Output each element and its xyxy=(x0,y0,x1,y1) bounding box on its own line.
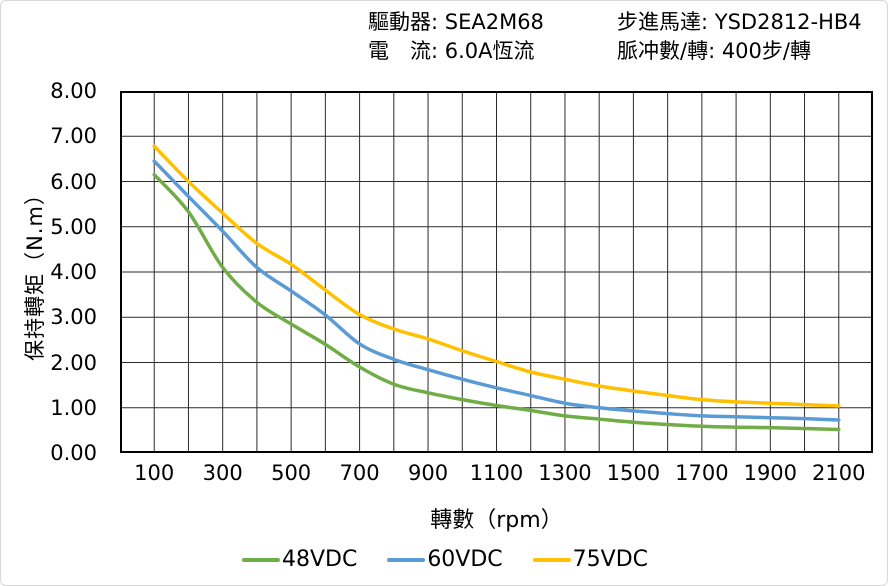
legend-item-75vdc: 75VDC xyxy=(532,547,649,572)
legend-label: 60VDC xyxy=(427,547,503,572)
y-tick-label: 1.00 xyxy=(50,395,97,420)
y-tick-label: 8.00 xyxy=(50,79,97,103)
x-tick-label: 1500 xyxy=(606,461,661,485)
x-tick-label: 1700 xyxy=(675,461,729,485)
x-tick-label: 700 xyxy=(339,461,380,485)
pulses-info: 脈冲數/轉: 400步/轉 xyxy=(617,39,811,63)
curve-48vdc xyxy=(152,172,841,432)
legend-label: 48VDC xyxy=(281,547,358,572)
y-tick-label: 3.00 xyxy=(50,305,97,330)
x-tick-label: 900 xyxy=(407,461,449,485)
y-tick-label: 5.00 xyxy=(50,214,97,239)
y-tick-label: 2.00 xyxy=(50,350,97,375)
legend-item-48vdc: 48VDC xyxy=(241,547,358,572)
y-tick-label: 4.00 xyxy=(50,260,97,284)
current-info: 電 流: 6.0A恆流 xyxy=(368,39,535,63)
x-tick-label: 1900 xyxy=(743,461,798,485)
x-tick-label: 500 xyxy=(271,461,312,485)
y-tick-label: 0.00 xyxy=(50,441,97,465)
plot-area xyxy=(120,91,873,453)
driver-info: 驅動器: SEA2M68 xyxy=(368,10,544,34)
x-tick-label: 100 xyxy=(134,461,175,485)
plot-border xyxy=(120,91,873,453)
x-tick-label: 1300 xyxy=(538,461,592,485)
curve-75vdc xyxy=(152,144,841,408)
chart-legend: 48VDC 60VDC 75VDC xyxy=(1,547,887,572)
legend-swatch-60vdc xyxy=(387,557,426,562)
legend-swatch-75vdc xyxy=(532,557,571,562)
legend-swatch-48vdc xyxy=(241,557,280,562)
x-axis-title: 轉數（rpm） xyxy=(430,508,563,533)
curve-60vdc xyxy=(152,159,841,422)
x-tick-label: 2100 xyxy=(812,461,866,485)
y-tick-label: 7.00 xyxy=(50,124,97,149)
x-tick-label: 1100 xyxy=(469,461,524,485)
legend-item-60vdc: 60VDC xyxy=(387,547,503,572)
motor-info: 步進馬達: YSD2812-HB4 xyxy=(617,10,862,34)
legend-label: 75VDC xyxy=(572,547,649,572)
x-tick-label: 300 xyxy=(202,461,243,485)
y-tick-label: 6.00 xyxy=(50,169,97,194)
